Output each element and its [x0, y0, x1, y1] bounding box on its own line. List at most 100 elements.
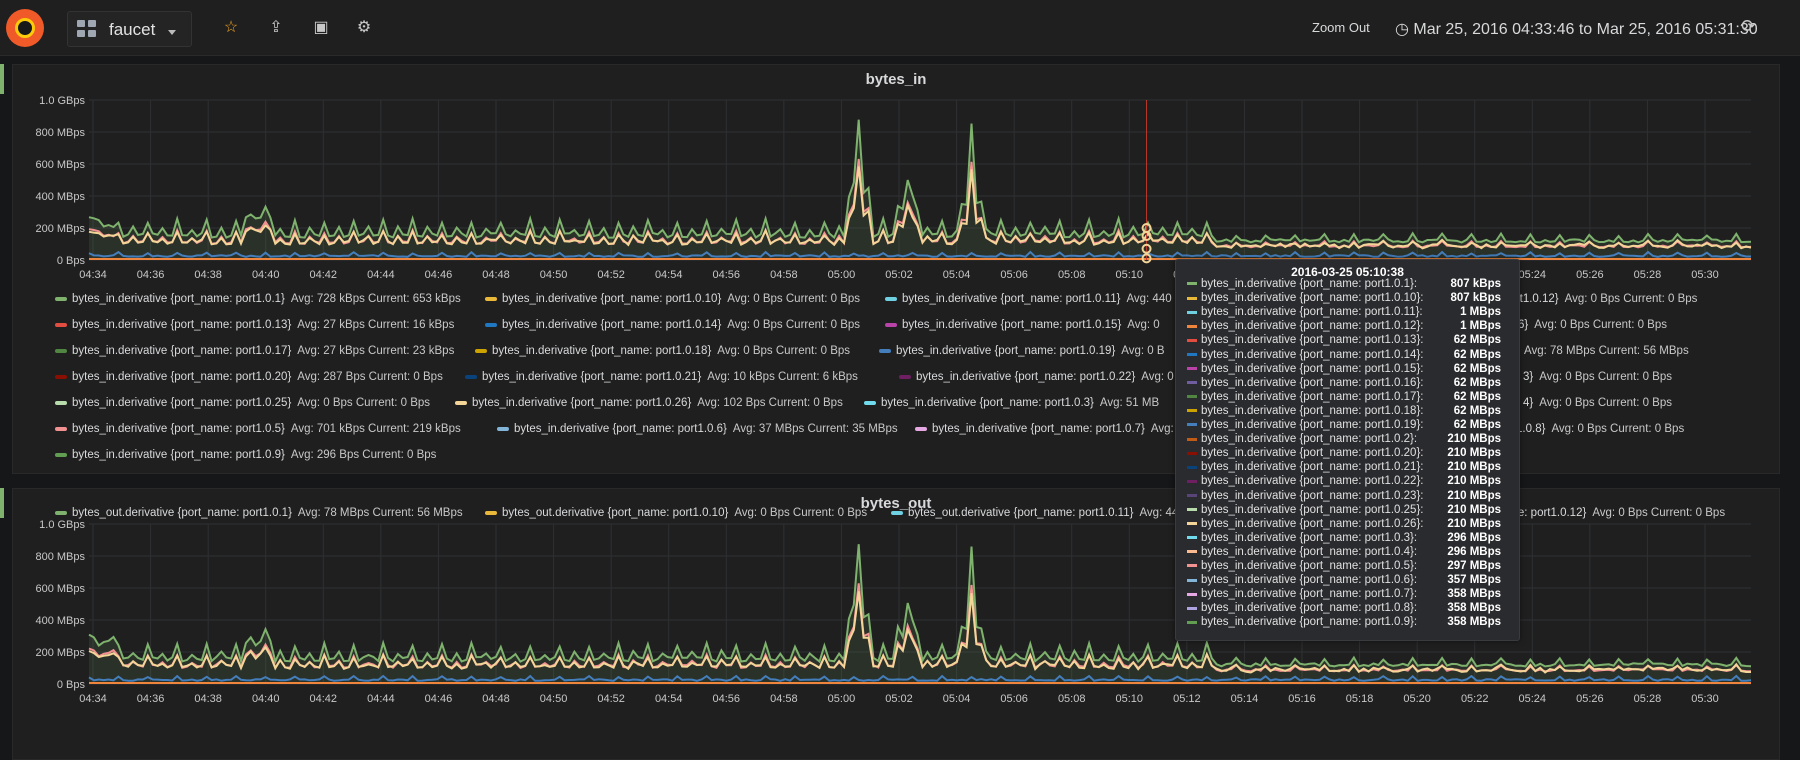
x-tick-label: 05:24: [1519, 269, 1547, 281]
tooltip-color-swatch: [1187, 367, 1197, 371]
legend-item[interactable]: bytes_in.derivative {port_name: port1.0.…: [55, 319, 454, 331]
legend-series-name: bytes_in.derivative {port_name: port1.0.…: [472, 397, 692, 409]
legend-item[interactable]: port1.0.12} Avg: 0 Bps Current: 0 Bps: [1503, 293, 1697, 305]
legend-item[interactable]: bytes_in.derivative {port_name: port1.0.…: [864, 397, 1159, 409]
legend-color-swatch[interactable]: [55, 374, 67, 379]
legend-color-swatch[interactable]: [864, 400, 876, 405]
legend-color-swatch[interactable]: [497, 426, 509, 431]
tooltip-row: bytes_in.derivative {port_name: port1.0.…: [1187, 377, 1509, 391]
legend-color-swatch[interactable]: [899, 374, 911, 379]
tooltip-series-label: bytes_in.derivative {port_name: port1.0.…: [1201, 574, 1418, 587]
graph-canvas[interactable]: 0 Bps 200 MBps 400 MBps 600 MBps 800 MBps 1.0…: [13, 65, 1779, 473]
legend-series-name: bytes_in.derivative {port_name: port1.0.…: [902, 319, 1122, 331]
legend-item[interactable]: rt1.0.8} Avg: 0 Bps Current: 0 Bps: [1509, 423, 1684, 435]
legend-item[interactable]: 6} Avg: 0 Bps Current: 0 Bps: [1518, 319, 1667, 331]
x-tick-label: 04:36: [137, 693, 165, 705]
legend-series-stats: Avg: 287 Bps Current: 0 Bps: [297, 371, 443, 383]
tooltip-series-label: bytes_in.derivative {port_name: port1.0.…: [1201, 320, 1424, 333]
x-tick-label: 05:04: [943, 269, 971, 281]
legend-item[interactable]: bytes_in.derivative {port_name: port1.0.…: [465, 371, 858, 383]
time-range-picker[interactable]: ◷ Mar 25, 2016 04:33:46 to Mar 25, 2016 …: [1395, 19, 1758, 39]
x-tick-label: 04:34: [79, 269, 107, 281]
star-icon[interactable]: ☆: [223, 19, 239, 36]
y-tick-label: 600 MBps: [35, 159, 85, 171]
legend-color-swatch[interactable]: [879, 348, 891, 353]
legend-item[interactable]: bytes_in.derivative {port_name: port1.0.…: [879, 345, 1165, 357]
legend-series-stats: Avg:: [1150, 423, 1174, 435]
legend-item[interactable]: bytes_in.derivative {port_name: port1.0.…: [55, 423, 461, 435]
x-tick-label: 05:14: [1231, 693, 1259, 705]
zoom-out-button[interactable]: Zoom Out: [1312, 20, 1370, 35]
legend-color-swatch[interactable]: [55, 348, 67, 353]
legend-color-swatch[interactable]: [55, 322, 67, 327]
tooltip-series-label: bytes_in.derivative {port_name: port1.0.…: [1201, 517, 1424, 530]
legend-item[interactable]: bytes_in.derivative {port_name: port1.0.…: [55, 397, 430, 409]
legend-item[interactable]: bytes_in.derivative {port_name: port1.0.…: [455, 397, 843, 409]
x-tick-label: 04:56: [713, 269, 741, 281]
panel-title[interactable]: bytes_in: [865, 71, 927, 88]
tooltip-series-value: 358 MBps: [1447, 616, 1501, 629]
tooltip-series-value: 807 kBps: [1450, 278, 1501, 290]
legend-item[interactable]: 3} Avg: 0 Bps Current: 0 Bps: [1523, 371, 1672, 383]
legend-item[interactable]: Avg: 78 MBps Current: 56 MBps: [1518, 345, 1689, 357]
tooltip-color-swatch: [1187, 522, 1197, 526]
legend-color-swatch[interactable]: [55, 296, 67, 301]
tooltip-color-swatch: [1187, 578, 1197, 582]
legend-item[interactable]: 4} Avg: 0 Bps Current: 0 Bps: [1523, 397, 1672, 409]
legend-item[interactable]: bytes_in.derivative {port_name: port1.0.…: [55, 345, 454, 357]
x-tick-label: 05:06: [1000, 693, 1028, 705]
x-tick-label: 04:58: [770, 269, 798, 281]
time-range-text: Mar 25, 2016 04:33:46 to Mar 25, 2016 05…: [1413, 21, 1758, 38]
y-tick-label: 1.0 GBps: [39, 519, 85, 531]
x-tick-label: 05:10: [1116, 693, 1144, 705]
tooltip-series-label: bytes_in.derivative {port_name: port1.0.…: [1201, 531, 1418, 544]
legend-color-swatch[interactable]: [55, 400, 67, 405]
legend-series-name: bytes_in.derivative {port_name: port1.0.…: [482, 371, 702, 383]
series-line: [88, 119, 1752, 244]
legend-item[interactable]: bytes_in.derivative {port_name: port1.0.…: [885, 293, 1172, 305]
legend-color-swatch[interactable]: [885, 296, 897, 301]
legend-color-swatch[interactable]: [455, 400, 467, 405]
legend-color-swatch[interactable]: [475, 348, 487, 353]
legend-item[interactable]: bytes_in.derivative {port_name: port1.0.…: [497, 423, 898, 435]
row-collapse-handle[interactable]: [0, 64, 4, 94]
dashboard-picker[interactable]: faucet: [67, 11, 192, 47]
refresh-icon[interactable]: ⟳: [1741, 16, 1757, 36]
settings-gear-icon[interactable]: ⚙: [356, 19, 372, 36]
legend-color-swatch[interactable]: [915, 426, 927, 431]
share-icon[interactable]: ⇪: [269, 19, 283, 36]
legend-color-swatch[interactable]: [55, 452, 67, 457]
legend-color-swatch[interactable]: [485, 322, 497, 327]
x-tick-label: 04:54: [655, 693, 683, 705]
legend-item[interactable]: bytes_in.derivative {port_name: port1.0.…: [485, 319, 860, 331]
legend-color-swatch[interactable]: [55, 510, 67, 515]
legend-item[interactable]: bytes_in.derivative {port_name: port1.0.…: [55, 449, 436, 461]
legend-series-stats: Avg: 10 kBps Current: 6 kBps: [707, 371, 858, 383]
legend-color-swatch[interactable]: [485, 510, 497, 515]
x-tick-label: 05:30: [1691, 693, 1719, 705]
x-tick-label: 04:48: [482, 693, 510, 705]
legend-item[interactable]: bytes_in.derivative {port_name: port1.0.…: [899, 371, 1185, 383]
legend-item[interactable]: bytes_out.derivative {port_name: port1.0…: [55, 507, 463, 519]
legend-series-name: 3}: [1523, 371, 1534, 383]
tooltip-row: bytes_in.derivative {port_name: port1.0.…: [1187, 616, 1509, 630]
legend-color-swatch[interactable]: [55, 426, 67, 431]
legend-color-swatch[interactable]: [485, 296, 497, 301]
legend-item[interactable]: bytes_in.derivative {port_name: port1.0.…: [475, 345, 850, 357]
legend-item[interactable]: bytes_out.derivative {port_name: port1.0…: [485, 507, 867, 519]
legend-item[interactable]: bytes_in.derivative {port_name: port1.0.…: [55, 293, 461, 305]
save-icon[interactable]: ▣: [313, 19, 329, 36]
x-tick-label: 04:34: [79, 693, 107, 705]
legend-color-swatch[interactable]: [465, 374, 477, 379]
legend-item[interactable]: bytes_in.derivative {port_name: port1.0.…: [885, 319, 1160, 331]
row-collapse-handle[interactable]: [0, 488, 4, 518]
legend-color-swatch[interactable]: [885, 322, 897, 327]
grafana-logo-icon[interactable]: [6, 9, 44, 47]
legend-item[interactable]: bytes_in.derivative {port_name: port1.0.…: [485, 293, 860, 305]
panel-title[interactable]: bytes_out: [860, 495, 932, 512]
y-tick-label: 800 MBps: [35, 551, 85, 563]
legend-item[interactable]: bytes_in.derivative {port_name: port1.0.…: [55, 371, 443, 383]
legend-item[interactable]: bytes_in.derivative {port_name: port1.0.…: [915, 423, 1174, 435]
tooltip-color-swatch: [1187, 606, 1197, 610]
legend-color-swatch[interactable]: [891, 510, 903, 515]
